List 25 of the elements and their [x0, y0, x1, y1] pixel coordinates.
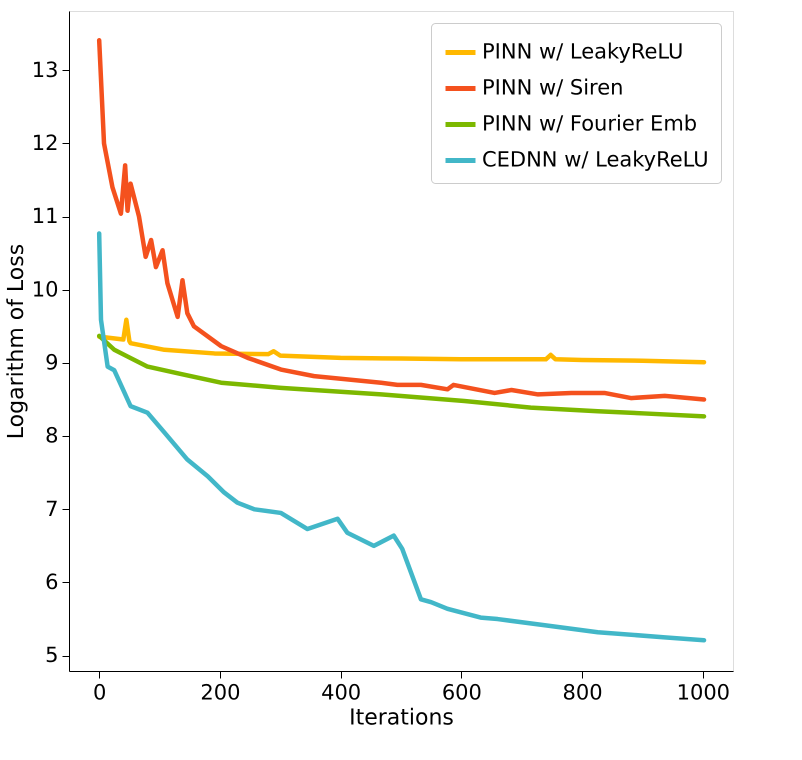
legend-label: PINN w/ LeakyReLU: [482, 40, 684, 64]
y-tick-label: 7: [45, 496, 58, 521]
y-tick-label: 11: [32, 204, 58, 228]
x-tick-label: 0: [92, 680, 106, 704]
line-series: [96, 38, 706, 402]
legend-label: PINN w/ Fourier Emb: [482, 112, 698, 136]
y-tick-label: 10: [32, 277, 58, 302]
line-series: [96, 334, 706, 419]
legend-label: PINN w/ Siren: [482, 76, 624, 100]
x-tick-label: 200: [200, 680, 240, 704]
x-tick-label: 600: [442, 680, 482, 704]
y-axis-title: Logarithm of Loss: [4, 244, 29, 440]
x-axis-title: Iterations: [349, 706, 454, 730]
legend-label: CEDNN w/ LeakyReLU: [482, 148, 709, 172]
y-tick-label: 8: [45, 424, 58, 448]
x-tick-label: 1000: [676, 680, 730, 704]
line-series: [96, 231, 706, 643]
y-tick-label: 9: [45, 350, 58, 374]
x-tick-label: 400: [321, 680, 362, 704]
line-series: [96, 318, 706, 364]
y-tick-label: 6: [45, 570, 58, 594]
x-tick-label: 800: [562, 680, 603, 704]
y-tick-label: 5: [45, 643, 58, 668]
y-tick-label: 13: [32, 58, 58, 82]
y-tick-label: 12: [32, 130, 58, 155]
